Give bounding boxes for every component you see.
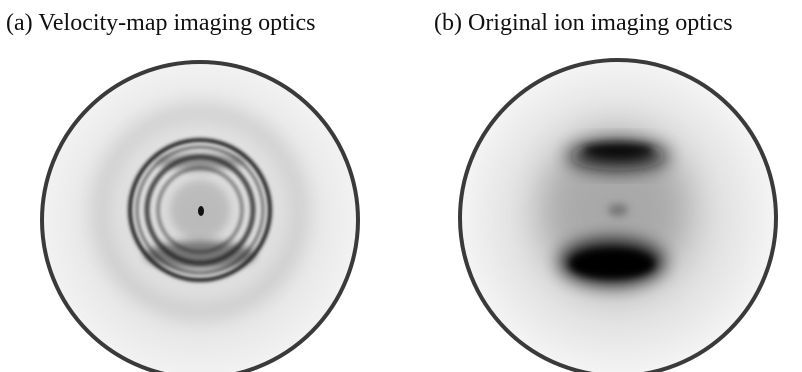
panel-label: (a) Velocity-map imaging optics [6, 10, 315, 36]
velocity-map-image [43, 63, 357, 372]
ion-imaging-image [461, 61, 775, 372]
panel-label: (b) Original ion imaging optics [434, 10, 733, 36]
figure: (a) Velocity-map imaging optics (b) Orig… [0, 0, 802, 372]
